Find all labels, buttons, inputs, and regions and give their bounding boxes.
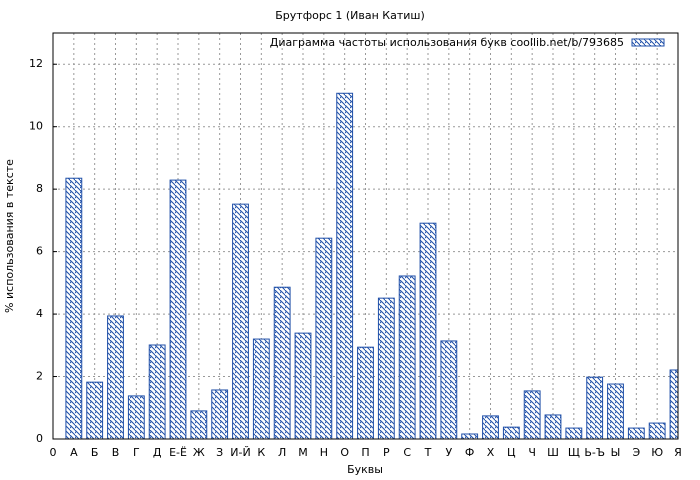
- y-tick-label: 4: [36, 307, 43, 320]
- bar: [294, 332, 312, 439]
- legend-label: Диаграмма частоты использования букв coo…: [270, 36, 624, 49]
- x-tick-label: Е-Ё: [169, 446, 187, 459]
- bar: [586, 376, 604, 439]
- bar: [190, 410, 208, 439]
- bar: [86, 381, 104, 439]
- bar: [398, 275, 416, 439]
- chart-title: Брутфорс 1 (Иван Катиш): [275, 9, 425, 22]
- x-tick-label: Щ: [568, 446, 580, 459]
- bar: [544, 414, 562, 439]
- bar: [169, 179, 187, 439]
- x-tick-label: Ь-Ъ: [584, 446, 605, 459]
- bar: [627, 427, 645, 439]
- x-tick-label: Т: [424, 446, 432, 459]
- y-tick-label: 8: [36, 182, 43, 195]
- bar: [565, 427, 583, 439]
- bar: [148, 344, 166, 439]
- x-tick-label: Г: [133, 446, 140, 459]
- bar: [65, 177, 83, 439]
- bar: [377, 297, 395, 439]
- x-tick-label: И-Й: [230, 446, 250, 459]
- x-tick-label: Ю: [651, 446, 663, 459]
- x-tick-label: О: [340, 446, 349, 459]
- plot-area: [53, 33, 678, 439]
- bar: [315, 237, 333, 439]
- x-tick-label: Р: [383, 446, 390, 459]
- plot-frame: [52, 32, 679, 440]
- bar: [252, 338, 270, 439]
- y-tick-label: 0: [36, 432, 43, 445]
- x-tick-label: Ч: [528, 446, 536, 459]
- x-tick-label: Э: [632, 446, 640, 459]
- x-tick-label: П: [361, 446, 369, 459]
- x-tick-label: Б: [91, 446, 99, 459]
- x-tick-label: К: [257, 446, 265, 459]
- x-tick-label: А: [70, 446, 78, 459]
- bar: [440, 340, 458, 439]
- x-tick-label: С: [403, 446, 411, 459]
- x-tick-label: Л: [278, 446, 286, 459]
- x-tick-label: Ж: [193, 446, 205, 459]
- bar: [607, 383, 624, 439]
- x-tick-label: Ц: [507, 446, 516, 459]
- x-tick-label: Ш: [547, 446, 559, 459]
- y-tick-label: 10: [29, 120, 43, 133]
- x-axis-label: Буквы: [347, 463, 383, 476]
- bar: [336, 92, 354, 439]
- x-tick-label: Ы: [611, 446, 621, 459]
- bar: [482, 415, 499, 439]
- y-tick-label: 2: [36, 370, 43, 383]
- x-tick-label: М: [298, 446, 308, 459]
- bar: [502, 426, 520, 439]
- x-tick-label: Ф: [465, 446, 474, 459]
- bar: [127, 395, 145, 439]
- bar: [357, 346, 374, 439]
- x-tick-label: Х: [487, 446, 495, 459]
- x-tick-label: У: [445, 446, 452, 459]
- y-axis-label: % использования в тексте: [3, 159, 16, 313]
- bar: [523, 390, 541, 439]
- bar: [232, 203, 249, 439]
- x-tick-label: З: [216, 446, 223, 459]
- x-tick-label: Д: [153, 446, 162, 459]
- bar: [211, 389, 229, 439]
- x-tick-label: 0: [50, 446, 57, 459]
- y-tick-label: 12: [29, 57, 43, 70]
- bar: [648, 422, 666, 439]
- y-tick-label: 6: [36, 245, 43, 258]
- bar: [107, 315, 124, 439]
- bar: [461, 433, 479, 439]
- x-tick-label: Я: [674, 446, 682, 459]
- legend-swatch: [631, 38, 665, 47]
- x-tick-label: В: [112, 446, 120, 459]
- bar: [419, 222, 437, 439]
- bar: [273, 286, 291, 439]
- x-tick-label: Н: [320, 446, 328, 459]
